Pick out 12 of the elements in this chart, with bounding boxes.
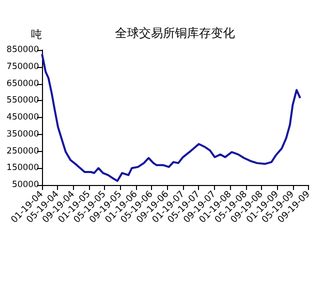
y-tick-label: 50000 <box>12 180 39 190</box>
chart-title: 全球交易所铜库存变化 <box>115 26 235 40</box>
line-series <box>41 53 302 182</box>
y-tick-label: 850000 <box>6 45 39 55</box>
y-tick-label: 750000 <box>6 62 39 72</box>
y-tick-label: 150000 <box>6 163 39 174</box>
y-tick-label: 650000 <box>6 78 39 89</box>
y-tick-label: 350000 <box>6 129 39 140</box>
y-tick-label: 250000 <box>6 146 39 156</box>
y-tick-label: 550000 <box>6 96 39 106</box>
y-tick-label: 450000 <box>6 112 39 122</box>
y-axis-title: 吨 <box>31 28 42 41</box>
